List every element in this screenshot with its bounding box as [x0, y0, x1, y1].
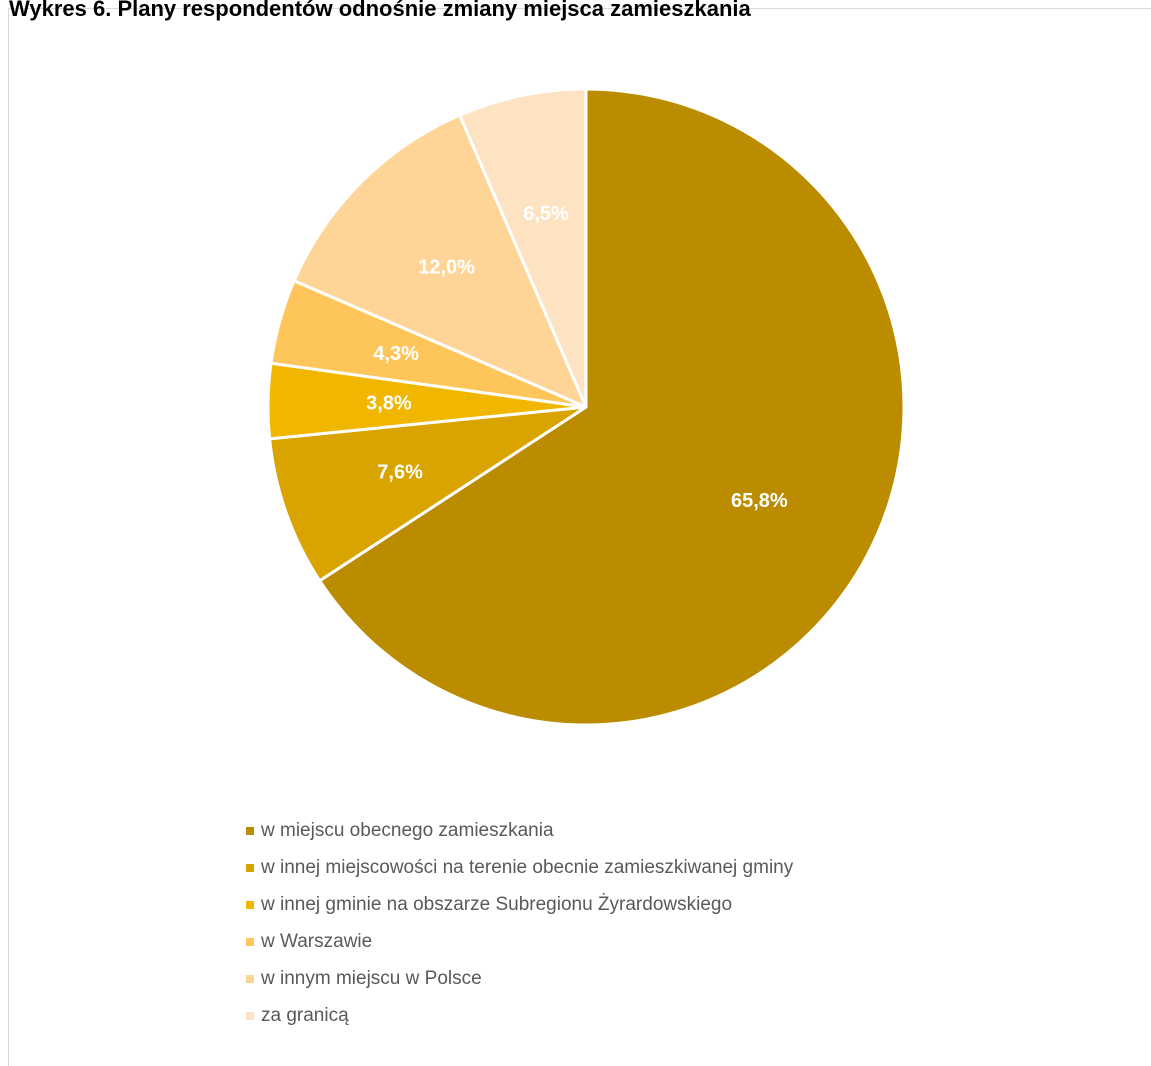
chart-title: Wykres 6. Plany respondentów odnośnie zm… [9, 0, 751, 21]
legend-swatch [246, 937, 254, 946]
data-label: 12,0% [418, 257, 475, 279]
legend-label: w Warszawie [261, 930, 373, 952]
pie-slice [292, 113, 588, 409]
legend-item: za granicą [246, 997, 793, 1034]
data-label: 65,8% [731, 490, 788, 512]
legend-label: za granicą [261, 1004, 349, 1026]
legend-item: w innej miejscowości na terenie obecnie … [246, 849, 793, 886]
pie-data-labels: 65,8% 7,6% 3,8% 4,3% 12,0% 6,5% [366, 203, 788, 512]
legend-label: w innym miejscu w Polsce [261, 967, 482, 989]
data-label: 4,3% [373, 343, 419, 365]
chart-legend: w miejscu obecnego zamieszkania w innej m… [246, 812, 793, 1034]
data-label: 7,6% [377, 462, 423, 484]
pie-slice [268, 405, 588, 583]
data-label: 6,5% [523, 203, 569, 225]
legend-swatch [246, 974, 254, 983]
legend-label: w innej miejscowości na terenie obecnie … [261, 856, 794, 878]
legend-swatch [246, 1011, 254, 1020]
legend-item: w innym miejscu w Polsce [246, 960, 793, 997]
data-label: 3,8% [366, 392, 412, 414]
legend-swatch [246, 826, 254, 835]
pie-slices [266, 87, 906, 727]
pie-slice [458, 87, 588, 409]
pie-slice [318, 87, 906, 727]
legend-swatch [246, 900, 254, 909]
chart-frame: Wykres 6. Plany respondentów odnośnie zm… [8, 0, 1151, 1066]
legend-label: w miejscu obecnego zamieszkania [261, 819, 554, 841]
legend-label: w innej gminie na obszarze Subregionu Ży… [261, 893, 733, 915]
legend-item: w miejscu obecnego zamieszkania [246, 812, 793, 849]
legend-item: w Warszawie [246, 923, 793, 960]
legend-swatch [246, 863, 254, 872]
legend-item: w innej gminie na obszarze Subregionu Ży… [246, 886, 793, 923]
